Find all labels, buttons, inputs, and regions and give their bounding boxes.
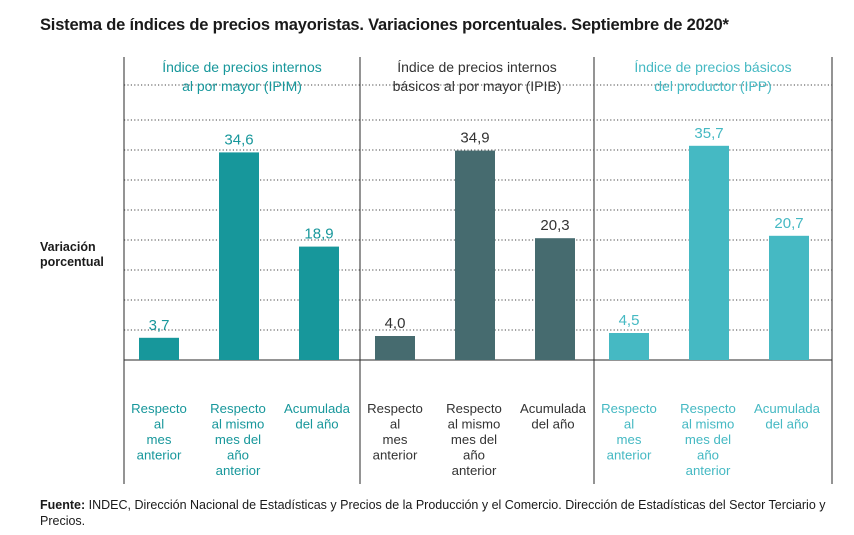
category-label-line: mes del bbox=[685, 432, 731, 447]
category-label-line: al mismo bbox=[682, 417, 735, 432]
bar bbox=[689, 145, 729, 360]
bar-value-label: 20,3 bbox=[540, 217, 569, 234]
category-label-line: año bbox=[697, 448, 719, 463]
y-axis-label-line-2: porcentual bbox=[40, 255, 104, 269]
bar bbox=[609, 333, 649, 360]
category-label-line: anterior bbox=[452, 463, 497, 478]
bar-value-label: 35,7 bbox=[694, 125, 723, 142]
category-label-line: del año bbox=[531, 417, 574, 432]
category-label-line: Acumulada bbox=[520, 401, 587, 416]
bar bbox=[769, 235, 809, 360]
category-label-line: al bbox=[624, 417, 634, 432]
category-label-line: al mismo bbox=[212, 417, 265, 432]
bar-value-label: 4,0 bbox=[385, 315, 406, 332]
category-label-line: Respecto bbox=[210, 401, 266, 416]
category-label-line: anterior bbox=[137, 448, 182, 463]
category-label-line: del año bbox=[765, 417, 808, 432]
category-label-line: al mismo bbox=[448, 417, 501, 432]
category-label-line: al bbox=[154, 417, 164, 432]
category-label-line: anterior bbox=[216, 463, 261, 478]
source-note: Fuente: INDEC, Dirección Nacional de Est… bbox=[40, 497, 840, 529]
y-axis-label: Variación porcentual bbox=[40, 240, 104, 270]
bar bbox=[219, 152, 259, 360]
category-label-line: al bbox=[390, 417, 400, 432]
source-text: INDEC, Dirección Nacional de Estadística… bbox=[40, 498, 826, 528]
chart-area: Índice de precios internos al por mayor (… bbox=[123, 57, 833, 484]
category-label-line: Respecto bbox=[680, 401, 736, 416]
category-label-line: Respecto bbox=[367, 401, 423, 416]
bar-value-label: 18,9 bbox=[304, 226, 333, 243]
category-label-line: anterior bbox=[607, 448, 652, 463]
category-label-line: año bbox=[227, 448, 249, 463]
group-title-line: al por mayor (IPIM) bbox=[182, 78, 302, 94]
bar bbox=[375, 336, 415, 360]
group-title-line: básicos al por mayor (IPIB) bbox=[393, 78, 562, 94]
bar-value-label: 20,7 bbox=[774, 215, 803, 232]
bar bbox=[535, 238, 575, 360]
source-label: Fuente: bbox=[40, 498, 86, 512]
category-label-line: Acumulada bbox=[284, 401, 351, 416]
category-label-line: mes del bbox=[451, 432, 497, 447]
bar-value-label: 4,5 bbox=[619, 312, 640, 329]
group-title-line: del productor (IPP) bbox=[654, 78, 772, 94]
category-label-line: Respecto bbox=[446, 401, 502, 416]
bar bbox=[139, 337, 179, 360]
category-label-line: mes bbox=[383, 432, 408, 447]
category-label-line: año bbox=[463, 448, 485, 463]
bar bbox=[299, 246, 339, 360]
chart-title: Sistema de índices de precios mayoristas… bbox=[40, 16, 729, 34]
category-label-line: del año bbox=[295, 417, 338, 432]
group-title-line: Índice de precios básicos bbox=[634, 59, 791, 75]
category-label-line: mes bbox=[147, 432, 172, 447]
group-title-line: Índice de precios internos bbox=[397, 59, 557, 75]
bar-value-label: 34,6 bbox=[224, 131, 253, 148]
category-label-line: mes bbox=[617, 432, 642, 447]
y-axis-label-line-1: Variación bbox=[40, 240, 96, 254]
bar-value-label: 3,7 bbox=[149, 317, 170, 334]
group-title-line: Índice de precios internos bbox=[162, 59, 322, 75]
category-label-line: Respecto bbox=[601, 401, 657, 416]
bar bbox=[455, 150, 495, 360]
category-label-line: Acumulada bbox=[754, 401, 821, 416]
bar-value-label: 34,9 bbox=[460, 130, 489, 147]
category-label-line: mes del bbox=[215, 432, 261, 447]
category-label-line: anterior bbox=[373, 448, 418, 463]
category-label-line: Respecto bbox=[131, 401, 187, 416]
category-label-line: anterior bbox=[686, 463, 731, 478]
